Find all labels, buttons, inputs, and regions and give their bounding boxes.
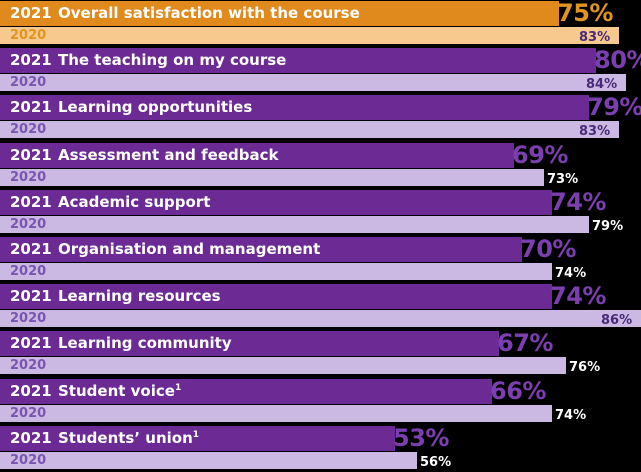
value-label-2020: 74%: [555, 407, 587, 423]
chart-row: 2021 Learning opportunities 2020 79% 83%: [0, 93, 641, 141]
bar-2020: [0, 215, 589, 233]
chart-row: 2021 Student voice1 2020 66% 74%: [0, 376, 641, 425]
value-label-2021: 66%: [490, 376, 546, 405]
year-label-2020: 2020: [10, 452, 47, 468]
value-label-2020: 84%: [586, 77, 618, 93]
bar-2020: [0, 404, 552, 422]
chart-row: 2021 Organisation and management 2020 70% 74…: [0, 235, 641, 283]
value-label-2020: 83%: [579, 124, 611, 140]
year-label-2021: 2021: [10, 192, 52, 211]
category-label: Learning opportunities: [58, 98, 253, 117]
year-label-2021: 2021: [10, 51, 52, 70]
bar-2020: [0, 263, 552, 280]
category-label: Academic support: [58, 192, 211, 211]
bar-2021: [0, 425, 395, 451]
year-label-2021: 2021: [10, 98, 52, 117]
chart-row: 2021 Learning resources 2020 74% 86%: [0, 282, 641, 330]
bar-2020: [0, 451, 417, 469]
category-label: The teaching on my course: [58, 51, 287, 70]
year-label-2020: 2020: [10, 169, 47, 185]
year-label-2021: 2021: [10, 240, 52, 258]
category-label: Students’ union1: [58, 428, 200, 447]
value-label-2020: 56%: [420, 454, 452, 470]
value-label-2020: 83%: [579, 30, 611, 45]
bar-2020: [0, 74, 626, 92]
value-label-2021: 70%: [520, 235, 576, 263]
year-label-2020: 2020: [10, 405, 47, 421]
value-label-2020: 74%: [555, 266, 587, 281]
year-label-2020: 2020: [10, 264, 47, 279]
year-label-2021: 2021: [10, 4, 52, 22]
value-label-2020: 73%: [547, 171, 579, 187]
footnote-mark: 1: [174, 382, 182, 393]
value-label-2021: 69%: [512, 140, 568, 169]
chart-row: 2021 The teaching on my course 2020 80% 84%: [0, 46, 641, 94]
value-label-2021: 80%: [594, 46, 641, 75]
year-label-2020: 2020: [10, 311, 47, 327]
chart-row: 2021 Students’ union1 2020 53% 56%: [0, 423, 641, 472]
bar-2021: [0, 142, 514, 168]
bar-2020: [0, 27, 619, 44]
year-label-2021: 2021: [10, 381, 52, 400]
value-label-2021: 79%: [587, 93, 641, 122]
footnote-mark: 1: [192, 429, 200, 440]
year-label-2021: 2021: [10, 287, 52, 306]
year-label-2021: 2021: [10, 428, 52, 447]
value-label-2021: 67%: [497, 329, 553, 358]
value-label-2021: 74%: [550, 187, 606, 216]
bar-2020: [0, 357, 566, 375]
year-label-2020: 2020: [10, 75, 47, 91]
chart-row: 2021 Academic support 2020 74% 79%: [0, 187, 641, 236]
year-label-2020: 2020: [10, 28, 47, 43]
chart-row: 2021 Learning community 2020 67% 76%: [0, 329, 641, 377]
bar-2021: [0, 1, 559, 26]
year-label-2020: 2020: [10, 358, 47, 374]
category-label: Overall satisfaction with the course: [58, 4, 360, 22]
chart-row: 2021 Overall satisfaction with the course…: [0, 0, 641, 47]
category-label: Organisation and management: [58, 240, 321, 258]
bar-2021: [0, 189, 552, 215]
year-label-2021: 2021: [10, 334, 52, 353]
value-label-2020: 76%: [569, 360, 601, 376]
value-label-2021: 75%: [557, 0, 613, 27]
bar-2020: [0, 168, 544, 186]
value-label-2021: 74%: [550, 282, 606, 311]
category-label: Learning community: [58, 334, 232, 353]
bar-2021: [0, 48, 596, 74]
value-label-2021: 53%: [393, 423, 449, 452]
year-label-2021: 2021: [10, 145, 52, 164]
value-label-2020: 86%: [601, 313, 633, 329]
year-label-2020: 2020: [10, 216, 47, 232]
bar-2021: [0, 284, 552, 310]
value-label-2020: 79%: [592, 218, 624, 234]
bar-2021: [0, 331, 499, 357]
bar-2021: [0, 237, 522, 262]
category-label: Student voice1: [58, 381, 182, 400]
bar-2021: [0, 95, 589, 121]
bar-2020: [0, 121, 619, 139]
year-label-2020: 2020: [10, 122, 47, 138]
chart-row: 2021 Assessment and feedback 2020 69% 73%: [0, 140, 641, 189]
bar-2021: [0, 378, 492, 404]
bar-2020: [0, 310, 641, 328]
category-label: Learning resources: [58, 287, 221, 306]
category-label: Assessment and feedback: [58, 145, 279, 164]
